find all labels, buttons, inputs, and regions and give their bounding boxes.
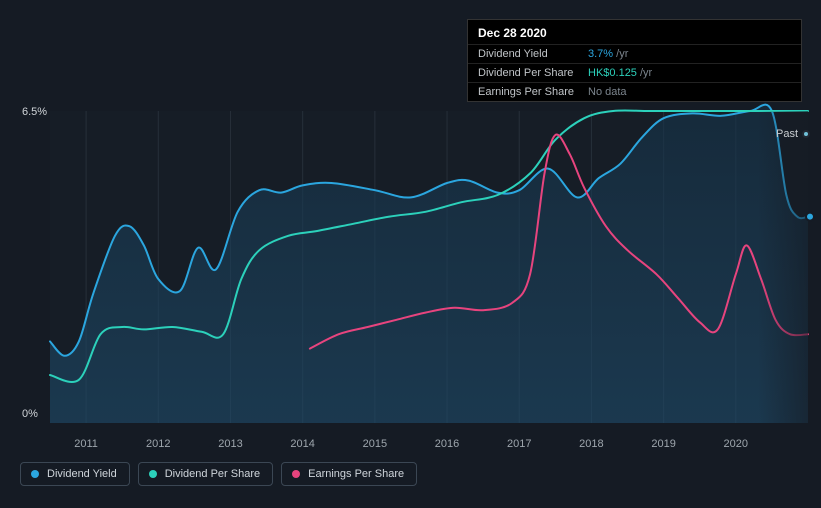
tooltip-value: HK$0.125 /yr	[588, 67, 652, 79]
legend-swatch-icon	[292, 470, 300, 478]
tooltip-row: Dividend Yield3.7% /yr	[468, 44, 801, 63]
x-tick: 2014	[290, 438, 314, 450]
legend-swatch-icon	[149, 470, 157, 478]
legend-swatch-icon	[31, 470, 39, 478]
x-tick: 2017	[507, 438, 531, 450]
x-tick: 2019	[651, 438, 675, 450]
past-dot-icon	[802, 130, 810, 138]
tooltip-key: Earnings Per Share	[478, 86, 588, 98]
legend-label: Dividend Per Share	[165, 468, 260, 480]
x-tick: 2013	[218, 438, 242, 450]
legend-item-earnings_per_share[interactable]: Earnings Per Share	[281, 462, 417, 486]
tooltip-row: Dividend Per ShareHK$0.125 /yr	[468, 63, 801, 82]
tooltip-value: 3.7% /yr	[588, 48, 628, 60]
tooltip-key: Dividend Per Share	[478, 67, 588, 79]
tooltip-value: No data	[588, 86, 627, 98]
legend-label: Dividend Yield	[47, 468, 117, 480]
chart-container: 6.5% 0% 2011 2012 2013 2014 2015 2016 2017 2018…	[20, 8, 810, 458]
tooltip: Dec 28 2020 Dividend Yield3.7% /yrDivide…	[467, 19, 802, 102]
x-tick: 2016	[435, 438, 459, 450]
x-tick: 2015	[363, 438, 387, 450]
past-marker: Past	[776, 128, 810, 140]
y-tick-min: 0%	[22, 408, 38, 420]
x-tick: 2020	[724, 438, 748, 450]
tooltip-row: Earnings Per ShareNo data	[468, 82, 801, 101]
chart-svg	[50, 111, 808, 423]
x-tick: 2012	[146, 438, 170, 450]
x-tick: 2018	[579, 438, 603, 450]
x-tick: 2011	[74, 438, 98, 450]
legend: Dividend Yield Dividend Per Share Earnings…	[20, 462, 417, 486]
plot-area[interactable]	[50, 111, 808, 423]
tooltip-date: Dec 28 2020	[468, 20, 801, 44]
legend-label: Earnings Per Share	[308, 468, 404, 480]
past-label: Past	[776, 128, 798, 140]
tooltip-key: Dividend Yield	[478, 48, 588, 60]
legend-item-dividend_yield[interactable]: Dividend Yield	[20, 462, 130, 486]
y-tick-max: 6.5%	[22, 106, 47, 118]
legend-item-dividend_per_share[interactable]: Dividend Per Share	[138, 462, 273, 486]
